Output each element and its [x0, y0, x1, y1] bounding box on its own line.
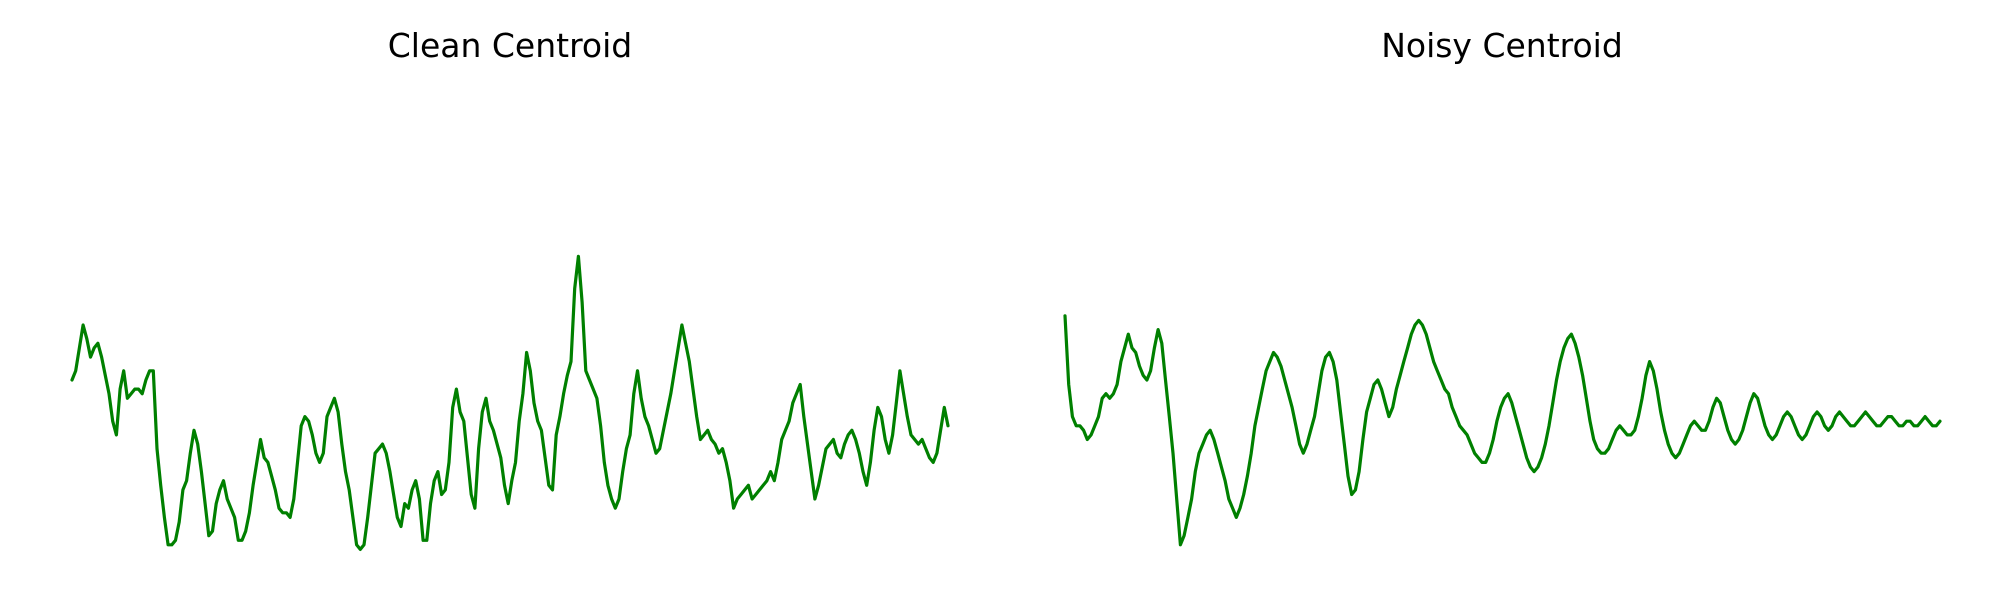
noisy-centroid-panel: Noisy Centroid	[1063, 26, 1942, 547]
chart-title: Clean Centroid	[388, 26, 633, 65]
chart-title: Noisy Centroid	[1381, 26, 1623, 65]
series-line	[70, 254, 950, 552]
plot-area	[70, 254, 950, 552]
clean-centroid-panel: Clean Centroid	[70, 26, 950, 552]
plot-area	[1063, 314, 1942, 547]
series-line	[1063, 314, 1942, 547]
